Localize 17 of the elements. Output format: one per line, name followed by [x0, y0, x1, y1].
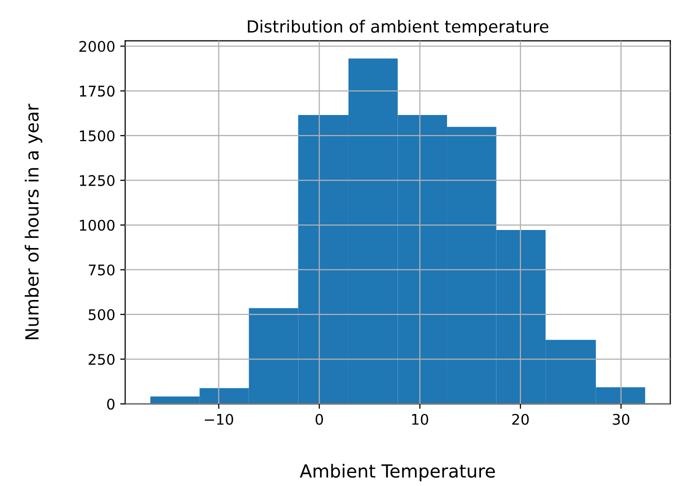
x-tick-label: 0 — [316, 414, 323, 425]
y-tick-label: 1000 — [80, 220, 114, 231]
x-axis-title: Ambient Temperature — [300, 464, 495, 482]
y-tick-label: 500 — [88, 309, 114, 320]
y-tick-label: 0 — [107, 398, 114, 410]
x-tick-label: −10 — [204, 414, 234, 425]
y-axis-title: Number of hours in a year — [24, 104, 42, 340]
y-tick-label: 1500 — [80, 130, 114, 142]
y-tick-label: 2000 — [79, 40, 114, 52]
x-tick-label: 20 — [512, 414, 529, 425]
y-tick-label: 1750 — [80, 86, 114, 97]
y-tick-label: 250 — [88, 354, 114, 365]
x-tick-label: 10 — [412, 414, 428, 425]
y-tick-label: 1250 — [80, 175, 114, 186]
y-tick-label: 750 — [88, 264, 114, 276]
x-tick-label: 30 — [612, 414, 630, 425]
chart-title: Distribution of ambient temperature — [248, 20, 548, 36]
